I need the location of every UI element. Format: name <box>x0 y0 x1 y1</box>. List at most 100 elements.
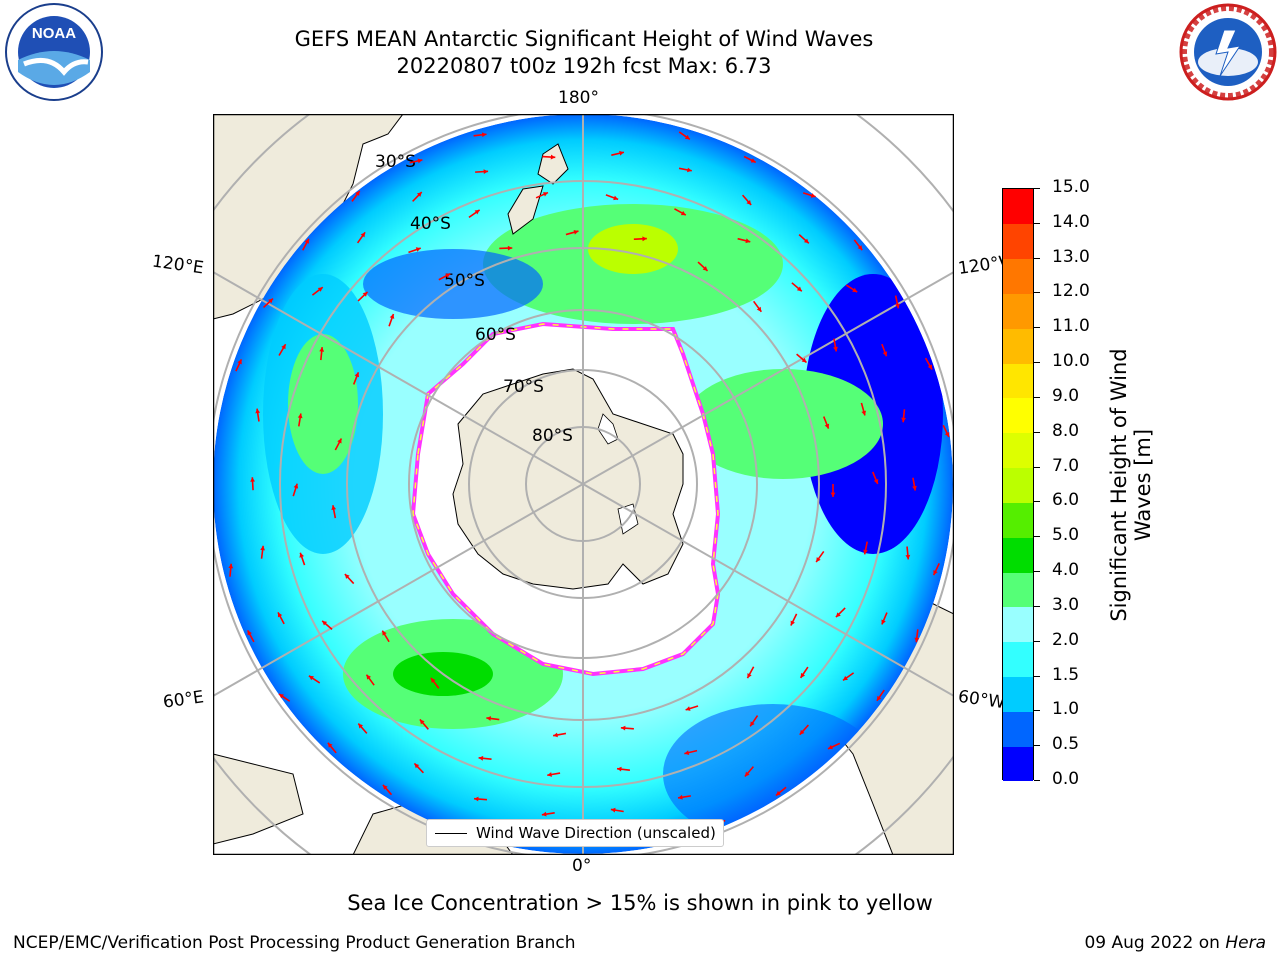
wind-wave-arrow-head <box>366 674 372 680</box>
wind-wave-arrow-head <box>355 190 360 196</box>
wind-wave-arrow-head <box>756 306 762 312</box>
colorbar-tick-label: 4.0 <box>1052 560 1080 581</box>
colorbar-tick-label: 3.0 <box>1052 594 1080 615</box>
colorbar-title-line2: Waves [m] <box>1131 428 1155 542</box>
wind-wave-arrow-head <box>445 273 451 278</box>
colorbar-tick-mark <box>1034 675 1040 677</box>
wind-wave-arrow-head <box>416 192 422 197</box>
map-frame <box>213 114 954 855</box>
wind-wave-arrow-head <box>250 477 255 482</box>
colorbar-segment <box>1003 676 1033 712</box>
colorbar-tick-label: 5.0 <box>1052 525 1080 546</box>
colorbar-segment <box>1003 572 1033 608</box>
colorbar-segment <box>1003 223 1033 260</box>
wind-wave-arrow-head <box>322 620 328 626</box>
map-legend: Wind Wave Direction (unscaled) <box>426 819 724 847</box>
wind-wave-arrow-head <box>912 485 917 491</box>
wave-patch-indian <box>288 334 358 474</box>
wind-wave-arrow-head <box>830 492 836 497</box>
wind-wave-arrow-head <box>507 245 513 251</box>
colorbar-tick-label: 0.0 <box>1052 769 1080 789</box>
madagascar-land <box>213 753 304 845</box>
colorbar-segment <box>1003 641 1033 678</box>
wind-wave-arrow-head <box>419 719 425 725</box>
noaa-logo-text: NOAA <box>32 25 76 42</box>
footer-date: 09 Aug 2022 on Hera <box>1084 933 1266 953</box>
wind-wave-arrow-head <box>337 438 342 444</box>
wind-wave-arrow-head <box>796 286 802 292</box>
wind-wave-arrow-head <box>610 807 616 813</box>
wind-wave-arrow-head <box>389 313 395 319</box>
wind-wave-arrow-head <box>901 417 906 423</box>
colorbar-tick-label: 2.0 <box>1052 629 1080 650</box>
wind-wave-arrow-head <box>619 150 624 156</box>
wind-wave-arrow-head <box>842 675 848 681</box>
colorbar-tick-mark <box>1034 501 1040 503</box>
colorbar-tick-mark <box>1034 188 1040 189</box>
colorbar-tick-mark <box>1034 536 1040 538</box>
wind-wave-arrow-head <box>642 236 647 242</box>
colorbar-segment <box>1003 432 1033 469</box>
wind-wave-arrow-head <box>613 195 619 201</box>
sea-ice-edge <box>412 323 719 675</box>
wind-wave-arrow-head <box>308 675 314 681</box>
lat-label: 30°S <box>375 152 416 172</box>
colorbar-tick-mark <box>1034 222 1040 224</box>
colorbar-segment <box>1003 467 1033 503</box>
wind-wave-arrow-head <box>319 347 325 352</box>
colorbar-tick-mark <box>1034 327 1040 329</box>
wind-wave-arrow-head <box>828 744 833 750</box>
wind-wave-arrow-head <box>810 193 816 198</box>
wind-wave-arrow-head <box>775 790 781 796</box>
lon-label-120e: 120°E <box>150 251 205 279</box>
wind-wave-arrow-head <box>430 677 436 683</box>
wind-wave-arrow-head <box>260 545 265 551</box>
legend-entry: Wind Wave Direction (unscaled) <box>476 824 716 842</box>
wind-wave-arrow-head <box>895 303 900 309</box>
wind-wave-arrow-head <box>702 266 708 271</box>
wind-wave-arrow-head <box>478 755 484 761</box>
wave-max-patch <box>588 224 678 274</box>
colorbar-segment <box>1003 189 1033 225</box>
colorbar-tick-mark <box>1034 257 1040 259</box>
wind-wave-arrow-head <box>873 478 879 484</box>
colorbar-segment <box>1003 711 1033 747</box>
colorbar-tick-label: 7.0 <box>1052 455 1080 476</box>
wind-wave-arrow-head <box>277 612 283 618</box>
new-zealand-south <box>507 185 544 235</box>
wind-wave-arrow-head <box>944 431 950 437</box>
colorbar-segment <box>1003 746 1033 782</box>
nws-logo <box>1179 3 1277 101</box>
wind-wave-arrow-head <box>857 245 863 251</box>
footer-host: Hera <box>1225 933 1266 953</box>
wind-wave-arrow-head <box>541 811 547 817</box>
low-wave-patch-tasman <box>363 249 543 319</box>
colorbar-tick-mark <box>1034 710 1040 712</box>
wind-wave-arrow-head <box>803 238 809 244</box>
colorbar-segment <box>1003 502 1033 538</box>
wind-wave-arrow-head <box>358 723 363 729</box>
wind-wave-arrow-head <box>327 742 333 748</box>
wind-wave-arrow-head <box>687 167 692 173</box>
wind-wave-arrow-head <box>362 291 368 297</box>
colorbar-tick-label: 14.0 <box>1052 211 1090 232</box>
wind-wave-arrow-head <box>678 794 683 800</box>
colorbar-tick-mark <box>1034 745 1040 747</box>
wind-wave-arrow-head <box>685 706 691 711</box>
colorbar-tick-mark <box>1034 431 1040 433</box>
wind-wave-arrow-head <box>474 209 480 215</box>
wind-wave-arrow-head <box>881 619 886 625</box>
colorbar-tick-mark <box>1034 571 1040 573</box>
wind-wave-arrow-head <box>547 772 552 777</box>
colorbar-tick-label: 6.0 <box>1052 490 1080 511</box>
wind-wave-arrow-head <box>914 637 920 643</box>
wind-wave-arrow-head <box>824 423 830 429</box>
chart-subtitle: 20220807 t00z 192h fcst Max: 6.73 <box>396 54 772 78</box>
colorbar-title-line1: Significant Height of Wind <box>1107 348 1131 622</box>
wind-wave-arrow-head <box>684 750 690 755</box>
colorbar-tick-label: 12.0 <box>1052 281 1090 302</box>
wind-wave-arrow-head <box>816 557 821 563</box>
wind-wave-arrow-head <box>414 763 420 769</box>
colorbar-tick-label: 10.0 <box>1052 351 1090 372</box>
wind-wave-arrow-head <box>852 287 858 293</box>
